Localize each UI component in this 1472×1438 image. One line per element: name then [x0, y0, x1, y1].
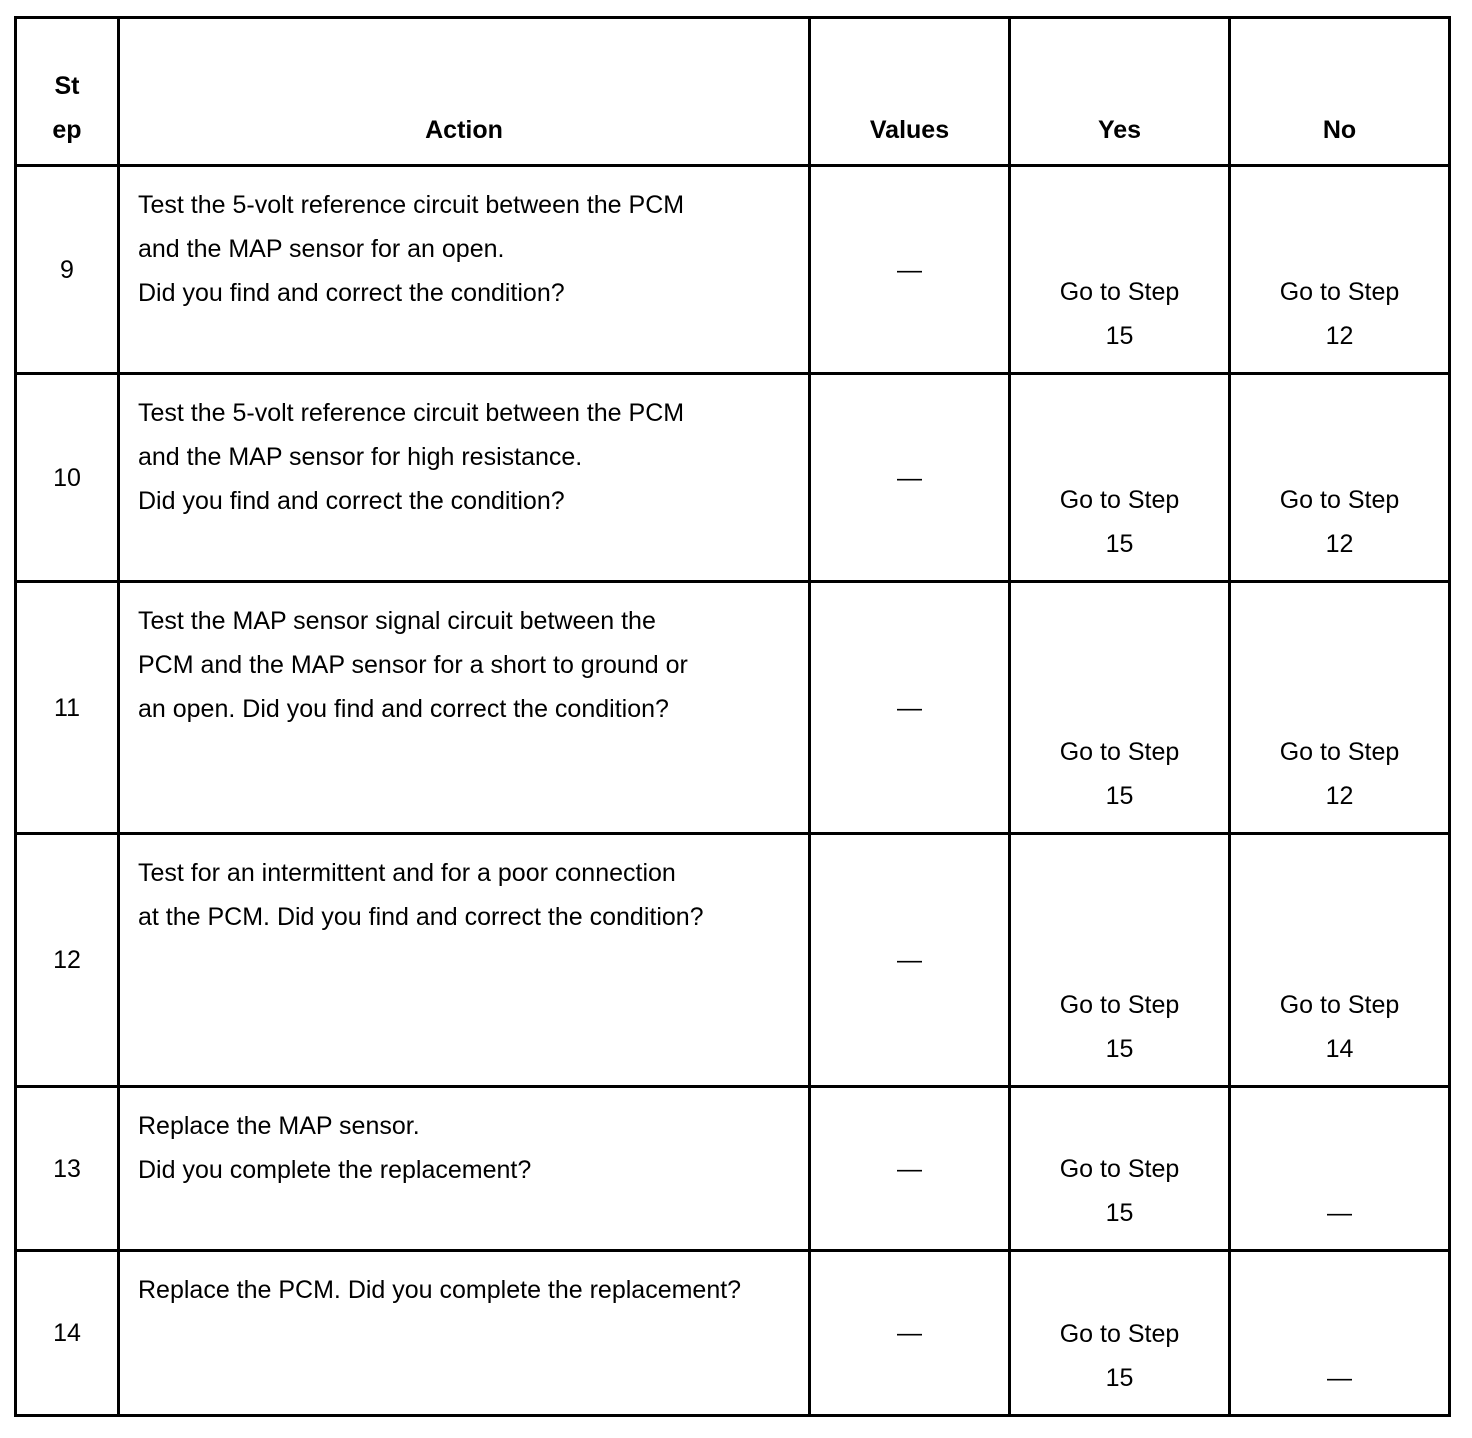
yes-cell: Go to Step 15: [1008, 372, 1231, 583]
no-line: 12: [1325, 782, 1354, 810]
yes-line: 15: [1105, 782, 1134, 810]
yes-line: 15: [1105, 530, 1134, 558]
action-line: and the MAP sensor for high resistance.: [138, 443, 583, 471]
action-line: Did you find and correct the condition?: [138, 279, 565, 307]
no-cell: Go to Step 12: [1228, 164, 1451, 375]
action-cell: Replace the MAP sensor. Did you complete …: [117, 1085, 811, 1252]
header-step-line: ep: [52, 116, 82, 144]
no-line: —: [1327, 1199, 1352, 1227]
yes-line: Go to Step: [1059, 738, 1180, 766]
action-cell: Test for an intermittent and for a poor …: [117, 832, 811, 1088]
action-cell: Test the MAP sensor signal circuit betwe…: [117, 580, 811, 835]
yes-line: 15: [1105, 322, 1134, 350]
step-cell: 11: [14, 580, 120, 835]
header-action: Action: [117, 16, 811, 167]
no-line: 12: [1325, 530, 1354, 558]
no-cell: —: [1228, 1249, 1451, 1417]
no-cell: Go to Step 14: [1228, 832, 1451, 1088]
action-line: Test the 5-volt reference circuit betwee…: [138, 191, 685, 219]
table-row: 11 Test the MAP sensor signal circuit bet…: [14, 580, 1451, 835]
yes-line: 15: [1105, 1364, 1134, 1392]
table-row: 10 Test the 5-volt reference circuit betw…: [14, 372, 1451, 583]
header-row: St ep Action Values Yes No: [14, 16, 1451, 167]
no-line: 12: [1325, 322, 1354, 350]
values-cell: —: [808, 164, 1011, 375]
step-cell: 10: [14, 372, 120, 583]
step-cell: 13: [14, 1085, 120, 1252]
no-cell: —: [1228, 1085, 1451, 1252]
yes-cell: Go to Step 15: [1008, 1085, 1231, 1252]
header-no: No: [1228, 16, 1451, 167]
action-line: and the MAP sensor for an open.: [138, 235, 505, 263]
values-cell: —: [808, 1249, 1011, 1417]
action-line: at the PCM. Did you find and correct the…: [138, 903, 704, 931]
yes-line: 15: [1105, 1199, 1134, 1227]
header-yes: Yes: [1008, 16, 1231, 167]
action-line: an open. Did you find and correct the co…: [138, 695, 669, 723]
yes-cell: Go to Step 15: [1008, 164, 1231, 375]
action-cell: Replace the PCM. Did you complete the re…: [117, 1249, 811, 1417]
no-line: —: [1327, 1364, 1352, 1392]
diagnostic-steps-table: St ep Action Values Yes No 9 Test the 5-v…: [14, 16, 1451, 1417]
yes-cell: Go to Step 15: [1008, 832, 1231, 1088]
action-line: Did you complete the replacement?: [138, 1156, 532, 1184]
action-line: Replace the PCM. Did you complete the re…: [138, 1276, 742, 1304]
values-cell: —: [808, 832, 1011, 1088]
action-cell: Test the 5-volt reference circuit betwee…: [117, 372, 811, 583]
action-line: Test for an intermittent and for a poor …: [138, 859, 676, 887]
action-line: Test the 5-volt reference circuit betwee…: [138, 399, 685, 427]
header-values: Values: [808, 16, 1011, 167]
no-cell: Go to Step 12: [1228, 580, 1451, 835]
no-line: Go to Step: [1279, 738, 1400, 766]
table-row: 13 Replace the MAP sensor. Did you complet…: [14, 1085, 1451, 1252]
values-cell: —: [808, 580, 1011, 835]
no-line: Go to Step: [1279, 486, 1400, 514]
step-cell: 12: [14, 832, 120, 1088]
yes-line: Go to Step: [1059, 278, 1180, 306]
step-cell: 14: [14, 1249, 120, 1417]
no-line: Go to Step: [1279, 991, 1400, 1019]
action-cell: Test the 5-volt reference circuit betwee…: [117, 164, 811, 375]
action-line: Test the MAP sensor signal circuit betwe…: [138, 607, 656, 635]
no-line: Go to Step: [1279, 278, 1400, 306]
yes-line: Go to Step: [1059, 991, 1180, 1019]
values-cell: —: [808, 372, 1011, 583]
table-row: 12 Test for an intermittent and for a poo…: [14, 832, 1451, 1088]
yes-line: Go to Step: [1059, 1320, 1180, 1348]
action-line: Replace the MAP sensor.: [138, 1112, 420, 1140]
header-step-line: St: [54, 72, 80, 100]
yes-line: Go to Step: [1059, 486, 1180, 514]
no-line: 14: [1325, 1035, 1354, 1063]
yes-line: Go to Step: [1059, 1155, 1180, 1183]
header-step: St ep: [14, 16, 120, 167]
yes-cell: Go to Step 15: [1008, 1249, 1231, 1417]
action-line: PCM and the MAP sensor for a short to gr…: [138, 651, 688, 679]
action-line: Did you find and correct the condition?: [138, 487, 565, 515]
table-row: 14 Replace the PCM. Did you complete the …: [14, 1249, 1451, 1417]
no-cell: Go to Step 12: [1228, 372, 1451, 583]
values-cell: —: [808, 1085, 1011, 1252]
table-row: 9 Test the 5-volt reference circuit betwe…: [14, 164, 1451, 375]
step-cell: 9: [14, 164, 120, 375]
yes-line: 15: [1105, 1035, 1134, 1063]
yes-cell: Go to Step 15: [1008, 580, 1231, 835]
